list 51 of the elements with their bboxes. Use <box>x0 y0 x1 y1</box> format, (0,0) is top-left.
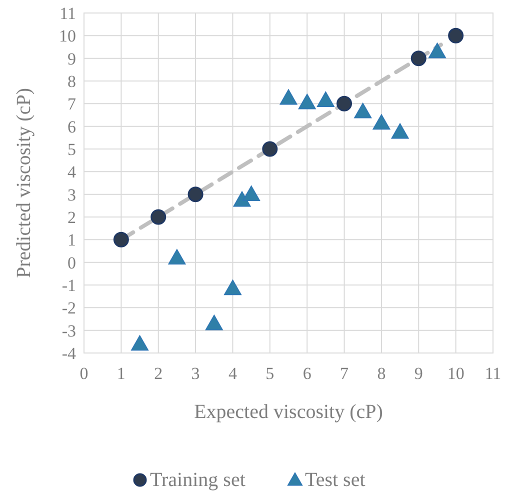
point <box>188 186 204 202</box>
x-tick-label: 9 <box>414 364 423 383</box>
y-tick-label: 10 <box>59 26 76 46</box>
y-tick-label: 8 <box>68 72 76 91</box>
point <box>262 141 278 157</box>
y-tick-label: 2 <box>68 208 76 227</box>
point <box>428 42 446 58</box>
point <box>391 123 409 139</box>
point <box>113 232 129 248</box>
x-tick-label: 2 <box>154 364 163 383</box>
legend-label: Test set <box>305 469 366 491</box>
x-tick-label: 8 <box>377 364 386 383</box>
x-tick-label: 4 <box>228 364 238 383</box>
point <box>130 335 149 351</box>
y-tick-label: 9 <box>68 49 76 68</box>
x-tick-label: 0 <box>80 364 88 383</box>
x-tick-label: 7 <box>340 364 350 383</box>
point <box>298 94 316 110</box>
point <box>316 91 334 107</box>
y-tick-label: 1 <box>68 230 76 250</box>
y-axis-title: Predicted viscosity (cP) <box>13 88 35 278</box>
point <box>372 114 390 130</box>
point <box>224 280 242 296</box>
point <box>336 96 352 112</box>
point <box>242 186 260 202</box>
point <box>280 89 298 105</box>
y-tick-label: 11 <box>60 4 76 23</box>
point <box>410 50 426 66</box>
x-tick-label: 5 <box>266 364 274 383</box>
y-tick-label: -3 <box>62 321 76 340</box>
x-tick-label: 3 <box>191 364 200 383</box>
x-axis-title: Expected viscosity (cP) <box>194 401 383 423</box>
x-tick-label: 1 <box>116 364 126 383</box>
y-tick-label: -1 <box>62 276 76 295</box>
x-tick-label: 10 <box>447 364 464 383</box>
y-tick-label: -2 <box>62 298 76 318</box>
y-tick-label: 4 <box>68 162 76 182</box>
y-tick-label: 7 <box>68 94 76 114</box>
point <box>150 209 166 225</box>
y-tick-label: 5 <box>68 140 76 159</box>
x-tick-label: 11 <box>484 364 502 383</box>
point <box>354 102 372 118</box>
y-tick-label: 3 <box>68 185 76 204</box>
point <box>205 314 223 330</box>
legend-label: Training set <box>150 469 246 491</box>
x-tick-label: 6 <box>302 364 312 383</box>
point <box>168 249 186 264</box>
y-tick-label: 0 <box>68 253 76 272</box>
y-tick-label: 6 <box>68 117 76 136</box>
point <box>448 28 464 44</box>
y-tick-label: -4 <box>62 344 76 363</box>
